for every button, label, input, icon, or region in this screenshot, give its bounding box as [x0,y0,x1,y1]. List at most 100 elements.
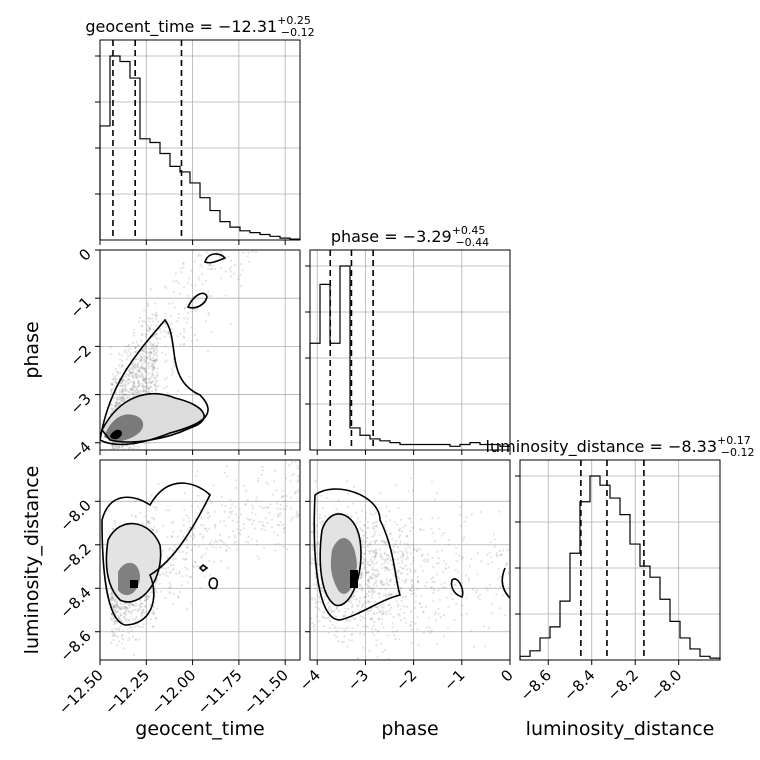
sample-point [266,521,269,525]
sample-point [475,589,478,592]
sample-point [115,446,118,449]
sample-point [114,401,117,404]
title-geocent-time: geocent_time = −12.31+0.25 −0.12 [85,14,314,39]
sample-point [151,347,154,350]
sample-point [118,616,121,620]
sample-point [185,574,188,577]
sample-point [223,510,226,513]
sample-point [366,571,369,574]
sample-point [397,562,400,565]
sample-point [412,489,415,492]
sample-point [134,604,137,608]
sample-point [284,250,287,252]
sample-point [129,446,132,449]
sample-point [261,250,264,252]
sample-point [142,623,145,626]
sample-point [176,535,179,538]
sample-point [295,515,298,518]
sample-point [320,494,323,497]
sample-point [163,378,166,381]
sample-point [131,448,134,450]
sample-point [380,580,384,584]
sample-point [138,375,141,378]
sample-point [347,638,350,641]
sample-point [391,626,394,629]
sample-point [190,602,193,605]
sample-point [389,593,392,596]
sample-point [409,570,412,573]
sample-point [358,588,361,591]
sample-point [146,384,149,387]
sample-point [328,626,331,629]
sample-point [251,504,254,507]
sample-point [380,622,383,625]
sample-point [117,605,120,608]
sample-point [112,598,115,601]
sample-point [294,460,297,464]
sample-point [442,571,445,574]
sample-point [119,612,122,615]
sample-point [177,596,180,599]
sample-point [359,574,363,577]
sample-point [110,403,113,406]
sample-point [351,616,354,620]
sample-point [310,538,312,541]
sample-point [112,448,115,450]
sample-point [427,558,430,562]
sample-point [136,376,139,380]
sample-point [417,581,420,584]
sample-point [310,569,312,572]
sample-point [123,398,126,402]
sample-point [116,402,119,405]
sample-point [294,490,297,494]
sample-point [409,552,412,555]
sample-point [493,545,496,548]
sample-point [384,515,388,518]
sample-point [508,530,510,533]
sample-point [310,524,312,527]
sample-point [137,320,140,323]
sample-point [310,567,312,570]
sample-point [151,380,154,383]
sample-point [370,549,374,552]
sample-point [198,278,201,281]
sample-point [112,448,115,450]
sample-point [321,507,324,510]
sample-point [151,528,154,531]
sample-point [117,617,120,620]
sample-point [149,347,152,350]
sample-point [385,613,388,616]
sample-point [360,572,363,575]
sample-point [386,557,389,560]
sample-point [268,250,271,252]
sample-point [371,535,374,539]
sample-point [239,263,242,266]
sample-point [399,586,402,590]
sample-point [310,616,312,619]
sample-point [508,617,510,620]
sample-point [239,285,242,288]
sample-point [335,508,338,511]
sample-point [278,250,281,252]
title-phase-minus: −0.44 [455,236,489,249]
sample-point [125,380,129,383]
sample-point [218,250,221,252]
sample-point [310,545,312,548]
sample-point [391,563,394,566]
sample-point [508,550,510,553]
sample-point [508,559,510,562]
sample-point [131,363,134,366]
sample-point [147,324,150,327]
sample-point [111,617,114,621]
sample-point [118,607,121,610]
sample-point [364,516,367,520]
sample-point [384,541,387,544]
sample-point [283,531,286,534]
sample-point [455,546,458,549]
sample-point [399,555,402,558]
sample-point [125,602,129,605]
sample-point [424,560,427,563]
sample-point [119,608,123,611]
contour-line-4 [101,393,205,443]
sample-point [110,448,113,450]
